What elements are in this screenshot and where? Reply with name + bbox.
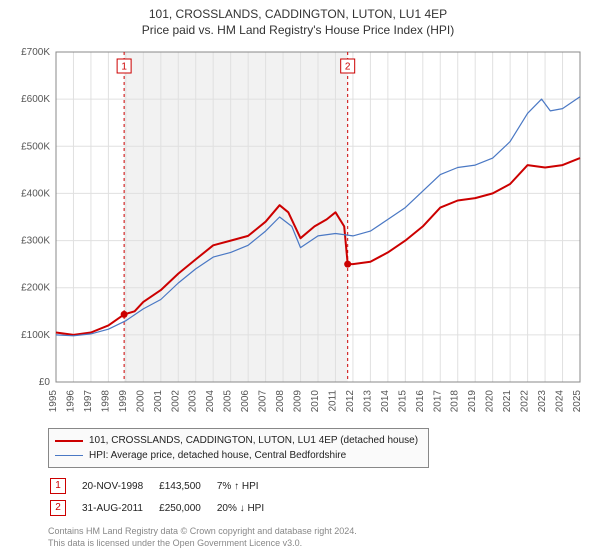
legend-row: 101, CROSSLANDS, CADDINGTON, LUTON, LU1 … xyxy=(55,433,418,448)
credit-text: Contains HM Land Registry data © Crown c… xyxy=(48,526,588,549)
svg-text:1: 1 xyxy=(121,62,127,73)
svg-text:2012: 2012 xyxy=(345,390,356,413)
svg-text:2007: 2007 xyxy=(258,390,269,413)
svg-text:£100K: £100K xyxy=(21,330,50,341)
svg-text:2010: 2010 xyxy=(310,390,321,413)
svg-text:2023: 2023 xyxy=(537,390,548,413)
title-block: 101, CROSSLANDS, CADDINGTON, LUTON, LU1 … xyxy=(8,6,588,38)
title-subtitle: Price paid vs. HM Land Registry's House … xyxy=(8,22,588,38)
chart-container: 101, CROSSLANDS, CADDINGTON, LUTON, LU1 … xyxy=(0,0,600,560)
sale-event-row: 2 31-AUG-2011£250,00020% ↓ HPI xyxy=(50,498,278,518)
svg-text:1996: 1996 xyxy=(65,390,76,413)
svg-text:1995: 1995 xyxy=(48,390,59,413)
svg-text:£400K: £400K xyxy=(21,189,50,200)
title-address: 101, CROSSLANDS, CADDINGTON, LUTON, LU1 … xyxy=(8,6,588,22)
legend-label: HPI: Average price, detached house, Cent… xyxy=(89,448,346,463)
legend-swatch xyxy=(55,455,83,456)
credit-line2: This data is licensed under the Open Gov… xyxy=(48,538,588,550)
svg-text:2017: 2017 xyxy=(432,390,443,413)
price-chart: £0 £100K £200K £300K £400K £500K £600K £700K 199… xyxy=(8,44,588,422)
legend: 101, CROSSLANDS, CADDINGTON, LUTON, LU1 … xyxy=(48,428,429,468)
event-date: 20-NOV-1998 xyxy=(82,476,157,496)
event-badge: 2 xyxy=(50,500,66,516)
svg-text:2015: 2015 xyxy=(397,390,408,413)
credit-line1: Contains HM Land Registry data © Crown c… xyxy=(48,526,588,538)
svg-text:1997: 1997 xyxy=(83,390,94,413)
svg-text:2004: 2004 xyxy=(205,390,216,413)
svg-text:2018: 2018 xyxy=(450,390,461,413)
svg-text:£200K: £200K xyxy=(21,283,50,294)
event-badge: 1 xyxy=(50,478,66,494)
event-delta: 20% ↓ HPI xyxy=(217,498,278,518)
svg-text:£0: £0 xyxy=(39,377,51,388)
sale-events-table: 1 20-NOV-1998£143,5007% ↑ HPI 2 31-AUG-2011… xyxy=(48,474,280,520)
legend-row: HPI: Average price, detached house, Cent… xyxy=(55,448,418,463)
svg-text:2009: 2009 xyxy=(293,390,304,413)
svg-text:2003: 2003 xyxy=(188,390,199,413)
svg-text:2025: 2025 xyxy=(572,390,583,413)
svg-text:1998: 1998 xyxy=(100,390,111,413)
svg-text:2019: 2019 xyxy=(467,390,478,413)
chart-area: £0 £100K £200K £300K £400K £500K £600K £700K 199… xyxy=(8,44,588,422)
svg-text:2020: 2020 xyxy=(485,390,496,413)
svg-text:2022: 2022 xyxy=(520,390,531,413)
sale-event-row: 1 20-NOV-1998£143,5007% ↑ HPI xyxy=(50,476,278,496)
svg-text:£500K: £500K xyxy=(21,142,50,153)
svg-text:2016: 2016 xyxy=(415,390,426,413)
legend-swatch xyxy=(55,440,83,442)
svg-text:2001: 2001 xyxy=(153,390,164,413)
event-price: £250,000 xyxy=(159,498,215,518)
svg-text:2005: 2005 xyxy=(223,390,234,413)
svg-text:2014: 2014 xyxy=(380,390,391,413)
svg-text:2002: 2002 xyxy=(170,390,181,413)
legend-label: 101, CROSSLANDS, CADDINGTON, LUTON, LU1 … xyxy=(89,433,418,448)
svg-text:2021: 2021 xyxy=(502,390,513,413)
svg-text:2000: 2000 xyxy=(135,390,146,413)
svg-text:2013: 2013 xyxy=(362,390,373,413)
event-date: 31-AUG-2011 xyxy=(82,498,157,518)
svg-text:2024: 2024 xyxy=(555,390,566,413)
svg-text:£600K: £600K xyxy=(21,95,50,106)
svg-text:2008: 2008 xyxy=(275,390,286,413)
svg-text:£300K: £300K xyxy=(21,236,50,247)
svg-text:£700K: £700K xyxy=(21,47,50,58)
event-price: £143,500 xyxy=(159,476,215,496)
event-delta: 7% ↑ HPI xyxy=(217,476,278,496)
svg-text:2011: 2011 xyxy=(327,390,338,412)
svg-text:2006: 2006 xyxy=(240,390,251,413)
svg-text:1999: 1999 xyxy=(118,390,129,413)
svg-text:2: 2 xyxy=(345,62,351,73)
